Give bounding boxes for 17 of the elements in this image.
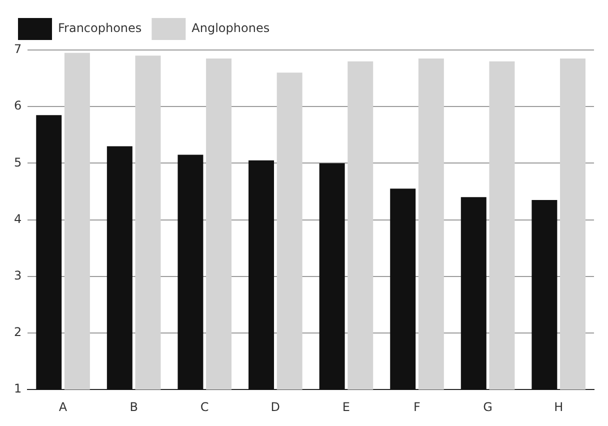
- x-tick-label: G: [483, 400, 492, 414]
- x-tick-label: F: [414, 400, 421, 414]
- y-tick-label: 2: [14, 325, 22, 340]
- legend-label: Anglophones: [192, 21, 270, 36]
- y-tick-label: 6: [14, 98, 22, 113]
- x-tick-label: C: [200, 400, 209, 414]
- x-tick-label: B: [130, 400, 138, 414]
- y-tick-label: 4: [14, 212, 22, 226]
- x-tick-label: A: [58, 400, 68, 414]
- x-tick-label: D: [270, 400, 280, 414]
- legend-label: Francophones: [58, 21, 142, 36]
- y-tick-label: 3: [14, 268, 22, 283]
- y-tick-label: 1: [14, 382, 22, 396]
- y-tick-label: 5: [14, 155, 22, 170]
- y-tick-label: 7: [14, 42, 22, 56]
- x-tick-label: H: [554, 400, 564, 414]
- x-tick-label: E: [342, 400, 350, 414]
